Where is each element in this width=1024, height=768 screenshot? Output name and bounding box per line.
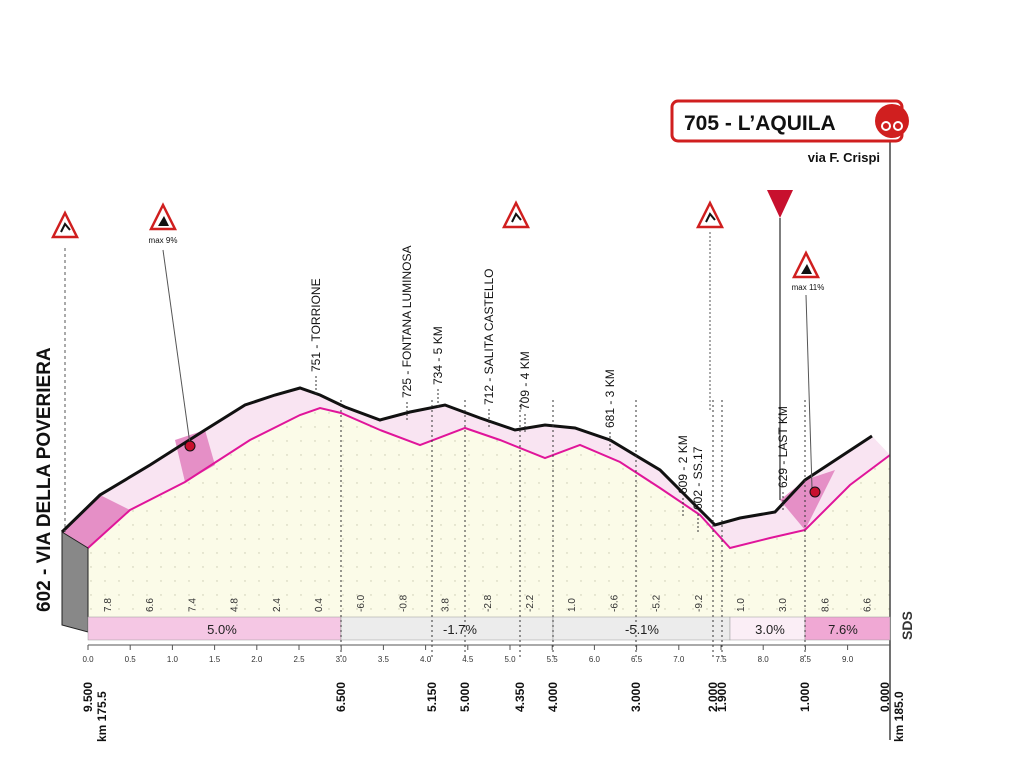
profile-line <box>87 406 891 550</box>
profile-top-band <box>62 388 890 548</box>
profile-outline <box>60 386 873 534</box>
waypoint-label: 734 - 5 KM <box>431 326 445 385</box>
climb-band-3 <box>780 470 835 530</box>
km-scale-label: 3.5 <box>378 655 390 664</box>
distance-label: 9.500 <box>81 682 95 712</box>
gradient-label: -6.0 <box>356 594 367 612</box>
waypoint-label: 609 - 2 KM <box>676 435 690 494</box>
finish-icon-wheel <box>881 121 891 131</box>
distance-label: 1.900 <box>715 682 729 712</box>
distance-label: 6.500 <box>334 682 348 712</box>
waypoint-label: 751 - TORRIONE <box>309 278 323 372</box>
climb-sign-label: max 11% <box>792 283 825 292</box>
sign <box>50 210 80 239</box>
km-scale-label: 4.0 <box>420 655 432 664</box>
gradient-label: -6.6 <box>609 594 620 612</box>
start-wall <box>61 531 89 633</box>
km-scale-label: 7.0 <box>673 655 685 664</box>
gradient-label: -2.2 <box>525 594 536 612</box>
distance-label: 4.000 <box>546 682 560 712</box>
gradient-label: 4.8 <box>230 598 241 612</box>
km-mark: km 185.0 <box>892 691 906 742</box>
waypoint-label: 629 - LAST KM <box>776 406 790 488</box>
gradient-label: 6.6 <box>145 598 156 612</box>
km-scale-label: 5.5 <box>547 655 559 664</box>
finish-icon <box>875 104 909 138</box>
distance-label: 5.150 <box>425 682 439 712</box>
km-mark: km 175.5 <box>95 691 109 742</box>
segment-label: 5.0% <box>207 622 237 637</box>
climb-marker <box>184 440 196 452</box>
km-scale-label: 3.0 <box>336 655 348 664</box>
distance-label: 3.000 <box>629 682 643 712</box>
km-scale-label: 9.0 <box>842 655 854 664</box>
gradient-label: 3.8 <box>441 598 452 612</box>
distance-label: 1.000 <box>798 682 812 712</box>
km-scale-label: 8.0 <box>758 655 770 664</box>
profile-area <box>88 408 890 617</box>
km-scale-label: 2.5 <box>293 655 305 664</box>
km-scale-label: 6.0 <box>589 655 601 664</box>
sign <box>501 200 531 229</box>
gradient-label: -0.8 <box>398 594 409 612</box>
km-scale-label: 5.0 <box>504 655 516 664</box>
km-scale-label: 0.0 <box>82 655 94 664</box>
sign <box>791 250 821 279</box>
sign <box>695 200 725 229</box>
km-scale-label: 8.5 <box>800 655 812 664</box>
waypoint-label: 681 - 3 KM <box>603 369 617 428</box>
km-scale-label: 1.5 <box>209 655 221 664</box>
waypoint-label: 725 - FONTANA LUMINOSA <box>400 246 414 398</box>
gradient-label: -2.8 <box>483 594 494 612</box>
gradient-label: 2.4 <box>272 598 283 612</box>
segment-band <box>804 616 891 641</box>
km-scale-label: 0.5 <box>125 655 137 664</box>
gradient-label: 8.6 <box>820 598 831 612</box>
waypoint-label: 602 - SS.17 <box>691 446 705 510</box>
distance-label: 4.350 <box>513 682 527 712</box>
finish-label: 705 - L’AQUILA <box>684 112 836 135</box>
km-scale-label: 6.5 <box>631 655 643 664</box>
segment-label: -1.7% <box>443 622 477 637</box>
segment-label: 3.0% <box>755 622 785 637</box>
gradient-label: 7.4 <box>187 598 198 612</box>
gradient-label: -9.2 <box>694 594 705 612</box>
logo: SDS <box>899 611 915 640</box>
last-km-triangle <box>767 190 793 218</box>
km-scale-label: 1.0 <box>167 655 179 664</box>
start-label: 602 - VIA DELLA POVERIERA <box>34 347 55 612</box>
waypoint-label: 712 - SALITA CASTELLO <box>482 268 496 405</box>
sign <box>148 202 178 231</box>
sign-pole <box>162 249 191 445</box>
gradient-label: 3.0 <box>778 598 789 612</box>
km-scale-label: 4.5 <box>462 655 474 664</box>
km-scale-label: 7.5 <box>715 655 727 664</box>
finish-street: via F. Crispi <box>808 150 880 165</box>
gradient-label: 7.8 <box>103 598 114 612</box>
finish-icon-wheel <box>893 121 903 131</box>
waypoint-label: 709 - 4 KM <box>518 351 532 410</box>
segment-label: -5.1% <box>625 622 659 637</box>
km-scale-label: 2.0 <box>251 655 263 664</box>
sign-pole <box>805 294 813 489</box>
gradient-label: 6.6 <box>863 598 874 612</box>
climb-band-1 <box>62 495 130 548</box>
distance-label: 2.000 <box>706 682 720 712</box>
gradient-label: 1.0 <box>736 598 747 612</box>
distance-label: 5.000 <box>458 682 472 712</box>
climb-marker <box>809 486 821 498</box>
segment-label: 7.6% <box>828 622 858 637</box>
gradient-label: -5.2 <box>652 594 663 612</box>
distance-label: 0.000 <box>878 682 892 712</box>
gradient-label: 1.0 <box>567 598 578 612</box>
gradient-label: 0.4 <box>314 598 325 612</box>
climb-sign-label: max 9% <box>149 236 178 245</box>
